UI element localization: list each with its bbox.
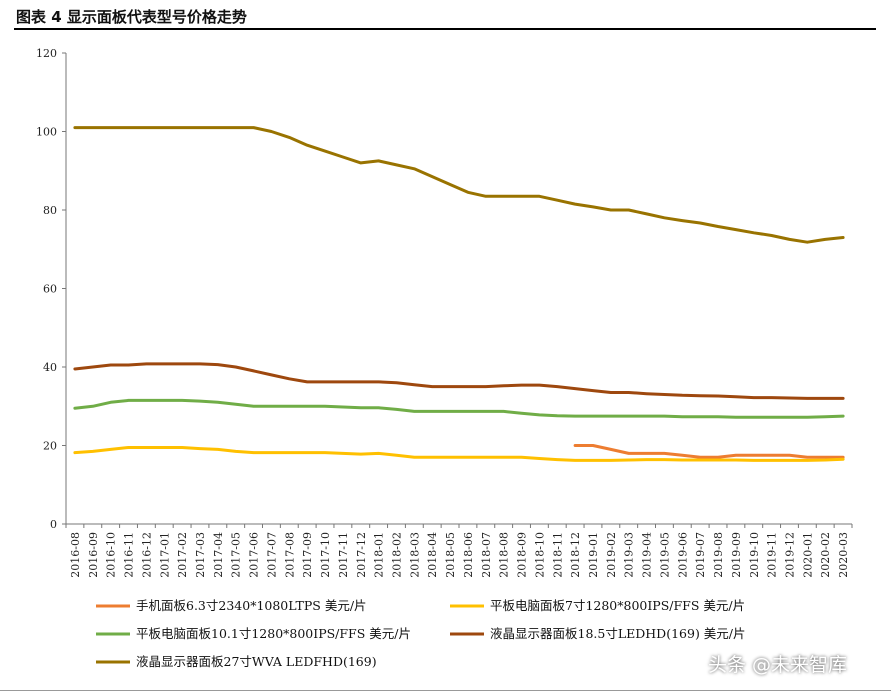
page-title: 图表 4 显示面板代表型号价格走势 [16,8,247,26]
x-tick-label: 2020-01 [801,532,814,578]
series-line-2 [73,446,845,462]
x-tick-label: 2019-09 [730,532,743,578]
legend-label-1: 手机面板6.3寸2340*1080LTPS 美元/片 [136,598,367,613]
y-tick-label: 80 [43,204,57,217]
y-tick-label: 100 [36,126,57,139]
x-tick-label: 2019-01 [587,532,600,578]
y-tick-label: 120 [36,47,57,60]
legend-label-2: 平板电脑面板7寸1280*800IPS/FFS 美元/片 [490,598,745,613]
x-tick-label: 2016-11 [123,532,136,578]
x-tick-label: 2019-03 [623,532,636,578]
y-tick-label: 0 [50,518,57,531]
x-tick-label: 2017-09 [301,532,314,578]
x-tick-label: 2017-12 [355,532,368,578]
x-tick-label: 2017-03 [194,532,207,578]
bottom-divider [0,690,891,691]
x-tick-label: 2017-11 [337,532,350,578]
x-tick-label: 2019-02 [605,532,618,578]
x-tick-label: 2017-02 [176,532,189,578]
legend-label-3: 平板电脑面板10.1寸1280*800IPS/FFS 美元/片 [136,626,411,641]
x-tick-label: 2016-10 [105,532,118,578]
x-tick-label: 2017-05 [230,532,243,578]
x-tick-label: 2019-05 [658,532,671,578]
title-bar: 图表 4 显示面板代表型号价格走势 [14,6,876,30]
series-line-4 [73,362,845,400]
x-tick-label: 2016-09 [87,532,100,578]
x-tick-label: 2019-07 [694,532,707,578]
x-tick-label: 2019-04 [641,532,654,578]
x-tick-label: 2018-11 [551,532,564,578]
x-tick-label: 2017-06 [248,532,261,578]
x-tick-label: 2017-04 [212,532,225,578]
x-tick-label: 2016-08 [69,532,82,578]
y-tick-label: 40 [43,361,57,374]
x-tick-label: 2018-03 [408,532,421,578]
x-tick-label: 2017-08 [283,532,296,578]
x-tick-label: 2018-08 [498,532,511,578]
x-tick-label: 2018-05 [444,532,457,578]
x-tick-label: 2018-06 [462,532,475,578]
series-line-1 [573,444,845,459]
x-tick-label: 2019-12 [783,532,796,578]
x-tick-label: 2017-01 [158,532,171,578]
x-tick-label: 2019-08 [712,532,725,578]
x-tick-label: 2018-01 [373,532,386,578]
series-line-5 [73,126,845,244]
x-tick-label: 2016-12 [140,532,153,578]
x-tick-label: 2020-02 [819,532,832,578]
x-tick-label: 2019-10 [748,532,761,578]
series-line-3 [73,398,845,419]
x-tick-label: 2017-07 [265,532,278,578]
x-tick-label: 2018-12 [569,532,582,578]
x-tick-label: 2020-03 [837,532,850,578]
x-tick-label: 2018-04 [426,532,439,578]
y-tick-label: 60 [43,283,57,296]
x-tick-label: 2018-09 [516,532,529,578]
legend-label-4: 液晶显示器面板18.5寸LEDHD(169) 美元/片 [490,626,746,641]
x-tick-label: 2017-10 [319,532,332,578]
x-tick-label: 2019-06 [676,532,689,578]
y-tick-label: 20 [43,440,57,453]
x-tick-label: 2018-02 [390,532,403,578]
x-tick-label: 2018-10 [533,532,546,578]
legend-label-5: 液晶显示器面板27寸WVA LEDFHD(169) [136,654,377,669]
x-tick-label: 2018-07 [480,532,493,578]
x-tick-label: 2019-11 [766,532,779,578]
watermark: 头条 @未来智库 [708,654,848,676]
